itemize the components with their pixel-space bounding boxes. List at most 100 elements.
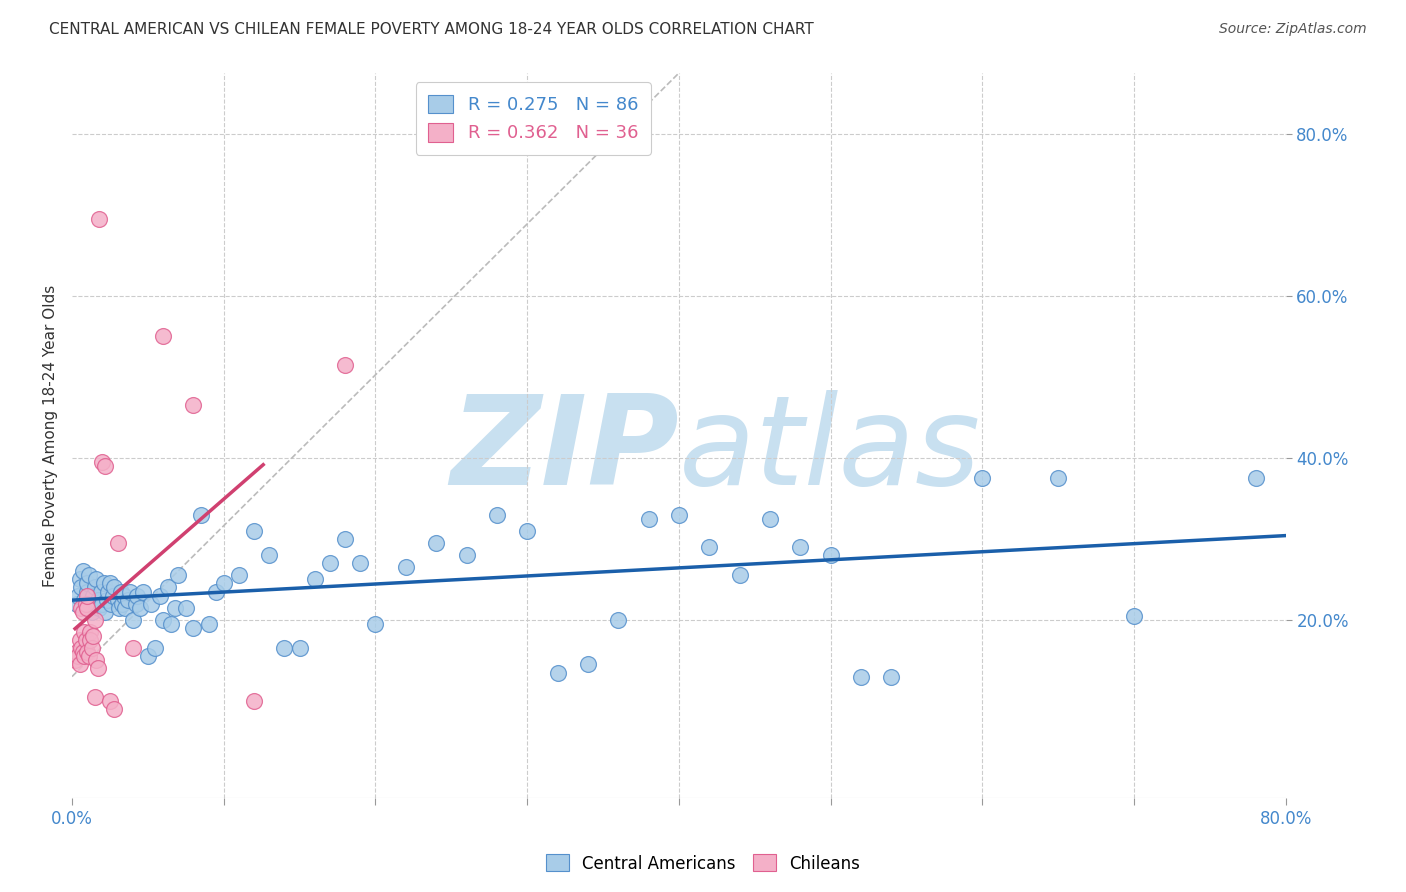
- Point: [789, 540, 811, 554]
- Point: [94, 458, 117, 473]
- Point: [69, 573, 91, 587]
- Point: [69, 633, 91, 648]
- Point: [79, 633, 101, 648]
- Point: [90, 584, 112, 599]
- Point: [114, 600, 136, 615]
- Point: [83, 581, 105, 595]
- Point: [243, 524, 266, 538]
- Point: [349, 556, 371, 570]
- Point: [110, 584, 132, 599]
- Point: [91, 455, 114, 469]
- Point: [668, 508, 690, 522]
- Point: [288, 641, 311, 656]
- Point: [516, 524, 538, 538]
- Point: [190, 508, 212, 522]
- Point: [98, 694, 121, 708]
- Point: [972, 471, 994, 485]
- Point: [127, 589, 149, 603]
- Point: [91, 597, 114, 611]
- Point: [152, 329, 174, 343]
- Point: [121, 641, 143, 656]
- Point: [1244, 471, 1267, 485]
- Text: Source: ZipAtlas.com: Source: ZipAtlas.com: [1219, 22, 1367, 37]
- Point: [728, 568, 751, 582]
- Point: [67, 649, 90, 664]
- Point: [395, 560, 418, 574]
- Point: [205, 584, 228, 599]
- Point: [80, 605, 103, 619]
- Point: [197, 616, 219, 631]
- Point: [697, 540, 720, 554]
- Point: [82, 629, 104, 643]
- Point: [89, 211, 111, 226]
- Point: [304, 573, 326, 587]
- Point: [425, 536, 447, 550]
- Point: [174, 600, 197, 615]
- Point: [107, 536, 129, 550]
- Point: [63, 653, 86, 667]
- Point: [76, 645, 98, 659]
- Point: [76, 576, 98, 591]
- Point: [73, 592, 96, 607]
- Point: [118, 584, 141, 599]
- Point: [70, 641, 93, 656]
- Point: [107, 592, 129, 607]
- Point: [333, 358, 356, 372]
- Point: [759, 511, 782, 525]
- Point: [485, 508, 508, 522]
- Point: [76, 600, 98, 615]
- Point: [96, 592, 118, 607]
- Point: [83, 613, 105, 627]
- Point: [77, 568, 100, 582]
- Point: [87, 661, 110, 675]
- Point: [273, 641, 295, 656]
- Point: [84, 573, 107, 587]
- Point: [364, 616, 387, 631]
- Point: [456, 548, 478, 562]
- Point: [149, 589, 172, 603]
- Point: [228, 568, 250, 582]
- Point: [108, 600, 131, 615]
- Point: [607, 613, 630, 627]
- Text: CENTRAL AMERICAN VS CHILEAN FEMALE POVERTY AMONG 18-24 YEAR OLDS CORRELATION CHA: CENTRAL AMERICAN VS CHILEAN FEMALE POVER…: [49, 22, 814, 37]
- Point: [1047, 471, 1070, 485]
- Point: [259, 548, 281, 562]
- Point: [100, 597, 122, 611]
- Point: [84, 653, 107, 667]
- Point: [576, 657, 599, 672]
- Point: [82, 589, 104, 603]
- Point: [212, 576, 235, 591]
- Point: [159, 616, 181, 631]
- Point: [93, 576, 115, 591]
- Point: [129, 600, 152, 615]
- Text: ZIP: ZIP: [450, 390, 679, 510]
- Point: [76, 584, 98, 599]
- Point: [183, 621, 205, 635]
- Point: [152, 613, 174, 627]
- Point: [98, 576, 121, 591]
- Point: [75, 633, 97, 648]
- Point: [75, 600, 97, 615]
- Point: [103, 702, 125, 716]
- Point: [87, 592, 110, 607]
- Point: [167, 568, 190, 582]
- Y-axis label: Female Poverty Among 18-24 Year Olds: Female Poverty Among 18-24 Year Olds: [44, 285, 58, 587]
- Point: [72, 564, 94, 578]
- Point: [112, 589, 135, 603]
- Point: [83, 690, 105, 704]
- Point: [132, 584, 155, 599]
- Point: [80, 641, 103, 656]
- Point: [70, 600, 93, 615]
- Point: [69, 657, 91, 672]
- Legend: R = 0.275   N = 86, R = 0.362   N = 36: R = 0.275 N = 86, R = 0.362 N = 36: [416, 82, 651, 155]
- Point: [97, 584, 120, 599]
- Point: [76, 589, 98, 603]
- Point: [319, 556, 342, 570]
- Point: [136, 649, 159, 664]
- Point: [183, 398, 205, 412]
- Point: [75, 597, 97, 611]
- Point: [117, 592, 139, 607]
- Point: [77, 649, 100, 664]
- Point: [547, 665, 569, 680]
- Point: [103, 581, 125, 595]
